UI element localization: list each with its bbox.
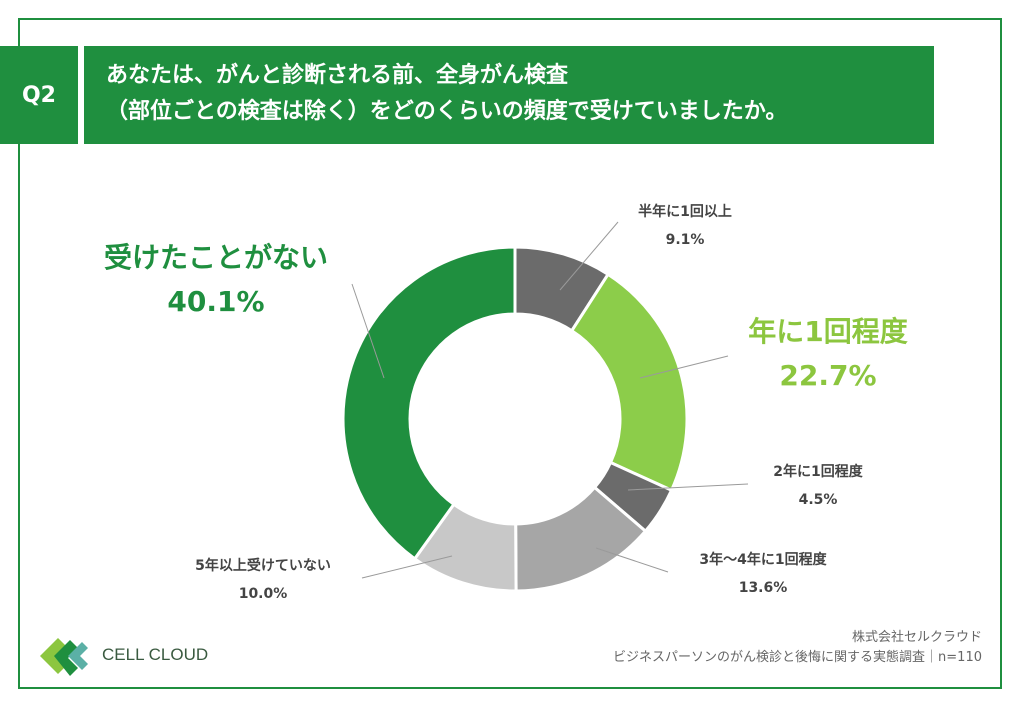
title-line-1: あなたは、がんと診断される前、全身がん検査 — [106, 63, 569, 88]
company-name: 株式会社セルクラウド — [851, 630, 982, 645]
slice-value: 22.7% — [779, 359, 877, 392]
slice-value: 9.1% — [665, 232, 705, 248]
slice-value: 4.5% — [798, 492, 838, 508]
question-title: あなたは、がんと診断される前、全身がん検査 （部位ごとの検査は除く）をどのくらい… — [84, 46, 934, 144]
slice-label: 2年に1回程度 — [773, 464, 863, 480]
question-number: Q2 — [21, 82, 56, 108]
label-three-four-years: 3年〜4年に1回程度 13.6% — [668, 546, 858, 602]
logo-mark-icon — [40, 638, 88, 676]
slice-label: 受けたことがない — [103, 241, 328, 274]
slice-label: 5年以上受けていない — [195, 558, 331, 574]
slice-yearly — [569, 272, 689, 493]
leader-line-five-years — [361, 555, 453, 579]
leader-line-yearly — [639, 355, 729, 379]
label-yearly: 年に1回程度 22.7% — [728, 310, 928, 398]
slice-label: 年に1回程度 — [748, 315, 908, 348]
cell-cloud-logo: CELL CLOUD — [36, 632, 208, 678]
leader-line-three-four-years — [595, 547, 669, 573]
slice-value: 13.6% — [738, 580, 788, 596]
slice-value: 10.0% — [238, 586, 288, 602]
title-line-2: （部位ごとの検査は除く）をどのくらいの頻度で受けていましたか。 — [106, 99, 788, 124]
chart-frame — [18, 18, 1002, 689]
question-badge: Q2 — [0, 46, 78, 144]
leader-line-half-year — [559, 221, 619, 291]
label-two-years: 2年に1回程度 4.5% — [748, 458, 888, 514]
slice-never — [341, 245, 517, 561]
label-five-years: 5年以上受けていない 10.0% — [168, 552, 358, 608]
slice-label: 半年に1回以上 — [638, 204, 732, 220]
survey-note: ビジネスパーソンのがん検診と後悔に関する実態調査｜n=110 — [613, 650, 982, 665]
slice-label: 3年〜4年に1回程度 — [699, 552, 827, 568]
source-note: 株式会社セルクラウド ビジネスパーソンのがん検診と後悔に関する実態調査｜n=11… — [613, 628, 982, 668]
leader-line-never — [351, 283, 385, 379]
leader-line-two-years — [627, 483, 749, 491]
logo-text: CELL CLOUD — [102, 645, 209, 664]
label-never: 受けたことがない 40.1% — [66, 236, 366, 324]
label-half-year: 半年に1回以上 9.1% — [620, 198, 750, 254]
slice-value: 40.1% — [167, 285, 265, 318]
